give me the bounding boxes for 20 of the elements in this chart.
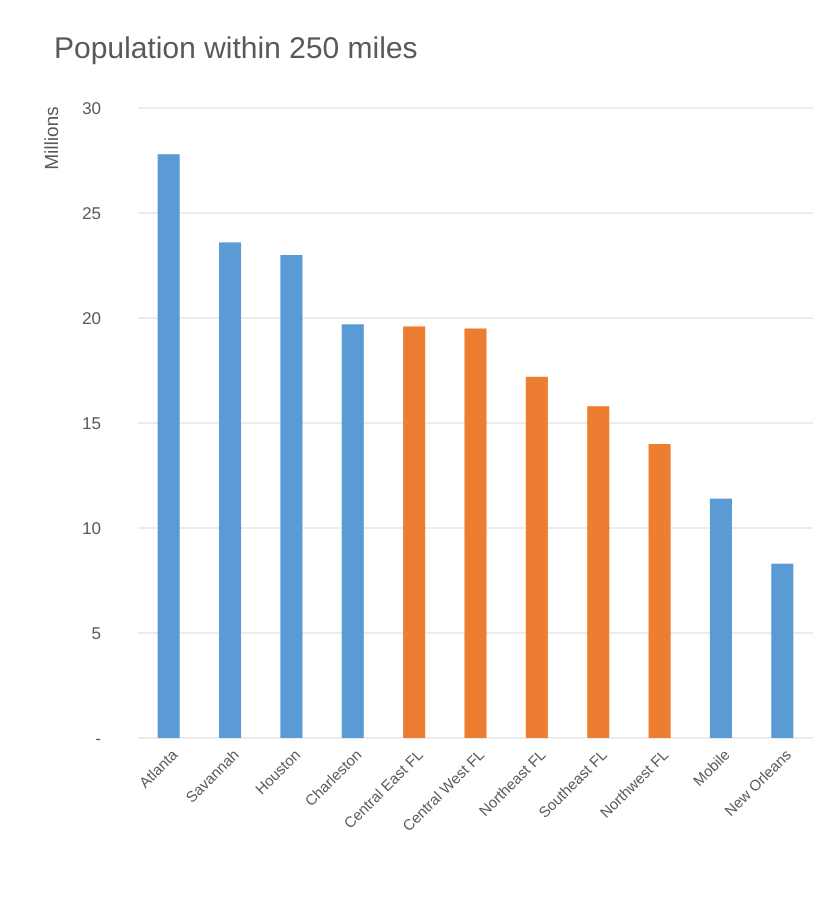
bar [219, 242, 242, 738]
bar [526, 376, 548, 738]
y-tick-label: - [95, 728, 101, 748]
bar [464, 328, 487, 738]
chart-title: Population within 250 miles [54, 32, 418, 65]
bar [342, 324, 364, 738]
bar [710, 498, 732, 738]
bar [280, 255, 302, 738]
y-tick-label: 5 [92, 624, 101, 643]
y-tick-label: 10 [82, 518, 101, 538]
y-axis-title: Millions [42, 106, 63, 170]
bar [158, 154, 180, 738]
bar [587, 406, 610, 738]
bar [648, 444, 671, 738]
y-tick-label: 30 [82, 98, 101, 118]
bar [403, 326, 426, 738]
bar [771, 564, 794, 738]
y-tick-label: 25 [82, 204, 101, 223]
y-tick-label: 20 [82, 308, 101, 328]
y-tick-label: 15 [82, 414, 101, 433]
